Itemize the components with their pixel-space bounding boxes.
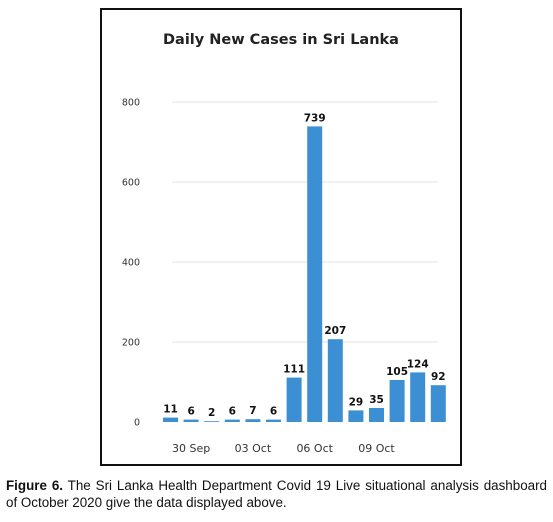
bar: [204, 421, 220, 422]
x-tick-label: 30 Sep: [172, 442, 210, 455]
bar: [307, 126, 323, 423]
bar: [245, 419, 261, 422]
bar-value-label: 111: [283, 364, 305, 376]
bar: [183, 419, 199, 422]
bar: [327, 339, 343, 422]
bar: [430, 385, 446, 422]
figure-caption: Figure 6. The Sri Lanka Health Departmen…: [6, 477, 547, 511]
x-tick-label: 03 Oct: [235, 442, 272, 455]
bar: [266, 419, 281, 422]
bar-value-label: 29: [349, 396, 364, 408]
bar-value-label: 105: [386, 366, 408, 378]
bar-value-label: 124: [407, 358, 429, 370]
bar-value-label: 2: [208, 407, 215, 419]
bar-value-label: 92: [431, 371, 446, 383]
bar-value-label: 739: [304, 112, 326, 124]
bar-value-label: 11: [163, 404, 178, 416]
bar-value-label: 7: [249, 405, 256, 417]
bar-value-label: 6: [229, 406, 236, 418]
bar: [163, 417, 178, 422]
y-tick-label: 0: [134, 418, 140, 429]
bar: [224, 419, 240, 422]
bar: [348, 410, 364, 422]
bar: [410, 372, 426, 422]
x-tick-label: 09 Oct: [358, 442, 395, 455]
bar-value-label: 35: [369, 394, 384, 406]
bar-value-label: 6: [187, 406, 194, 418]
bar-chart: 0 200 400 600 800 11 6 2 6 7 6 111 739 207 29 35 1051249…: [122, 98, 446, 455]
chart-title: Daily New Cases in Sri Lanka: [163, 32, 399, 48]
bar-value-label: 6: [270, 406, 277, 418]
bar: [369, 408, 384, 422]
bar: [286, 377, 302, 422]
x-tick-label: 06 Oct: [296, 442, 333, 455]
bar: [389, 380, 405, 422]
chart-frame: Daily New Cases in Sri Lanka 0 200 400 600 8…: [100, 8, 462, 466]
bar-value-label: 207: [324, 325, 346, 337]
caption-text: The Sri Lanka Health Department Covid 19…: [6, 478, 547, 510]
y-tick-label: 600: [122, 178, 140, 189]
y-tick-label: 800: [122, 98, 140, 109]
y-tick-label: 400: [122, 258, 140, 269]
caption-label: Figure 6.: [6, 478, 63, 493]
y-tick-label: 200: [122, 338, 140, 349]
